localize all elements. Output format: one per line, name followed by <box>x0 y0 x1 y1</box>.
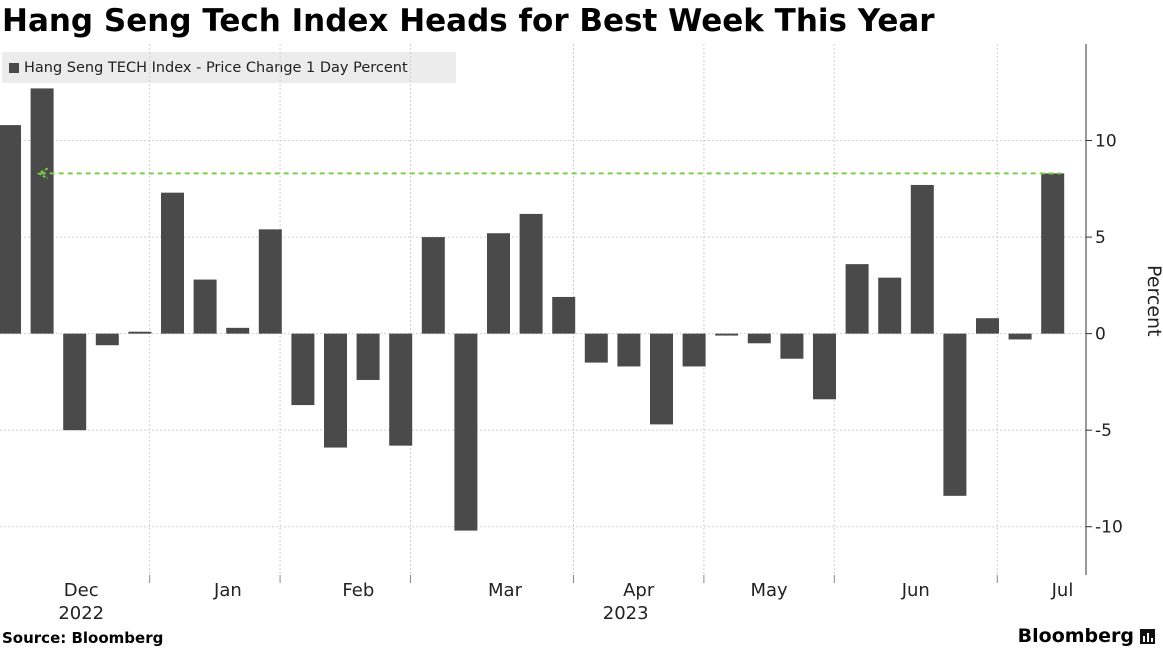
x-year-label: 2022 <box>58 603 104 624</box>
bar <box>845 264 869 334</box>
bar <box>389 333 413 446</box>
bar <box>421 237 445 334</box>
bar <box>356 333 380 380</box>
x-tick-label: Mar <box>488 580 523 601</box>
x-tick-label: Apr <box>623 580 655 601</box>
y-axis-title: Percent <box>1143 265 1163 337</box>
bar <box>63 333 87 431</box>
bar <box>226 327 250 334</box>
bar <box>813 333 836 400</box>
x-tick-label: Jun <box>901 580 930 601</box>
y-tick-label: 10 <box>1095 132 1117 152</box>
bar <box>650 333 673 425</box>
y-axis: 10 5 0 -5 -10 Percent <box>1085 44 1163 575</box>
bars <box>0 88 1065 531</box>
bloomberg-logo: Bloomberg <box>1018 625 1155 647</box>
bar <box>682 333 706 367</box>
bar <box>617 333 641 367</box>
bar <box>258 229 282 334</box>
bar-chart-icon <box>1140 628 1155 644</box>
legend-label: Hang Seng TECH Index - Price Change 1 Da… <box>24 59 408 76</box>
y-tick-label: 5 <box>1095 228 1106 248</box>
x-tick-label: Feb <box>342 580 374 601</box>
bar <box>552 296 576 334</box>
chart-title: Hang Seng Tech Index Heads for Best Week… <box>2 3 935 39</box>
y-tick-label: 0 <box>1095 325 1106 345</box>
bar <box>1008 333 1032 340</box>
legend-swatch <box>9 62 19 73</box>
bar <box>487 233 510 334</box>
bar <box>454 333 478 531</box>
source-note: Source: Bloomberg <box>2 629 164 647</box>
bar <box>780 333 804 359</box>
reference-line <box>36 167 1061 180</box>
bar <box>976 318 999 334</box>
bar <box>95 333 119 346</box>
bar <box>584 333 608 363</box>
x-tick-label: Jul <box>1051 580 1074 601</box>
bar <box>519 213 543 334</box>
brand-name: Bloomberg <box>1017 625 1134 647</box>
bar <box>193 279 217 334</box>
bar <box>747 333 771 344</box>
bar <box>0 125 21 334</box>
y-tick-label: -10 <box>1095 518 1123 538</box>
x-tick-label: May <box>750 580 788 601</box>
x-tick-label: Jan <box>213 580 242 601</box>
y-tick-label: -5 <box>1095 421 1112 441</box>
bar <box>161 192 184 334</box>
x-year-label: 2023 <box>603 603 649 624</box>
bar <box>715 333 739 336</box>
bar <box>128 331 152 334</box>
chart-legend: Hang Seng TECH Index - Price Change 1 Da… <box>2 52 456 83</box>
bar <box>324 333 347 448</box>
x-tick-label: Dec <box>64 580 99 601</box>
bar <box>291 333 315 406</box>
bar <box>30 88 54 334</box>
bar <box>910 184 934 334</box>
bar <box>943 333 967 496</box>
reference-arrowhead-icon <box>36 167 49 180</box>
bar <box>878 277 902 334</box>
bar <box>1041 173 1065 334</box>
